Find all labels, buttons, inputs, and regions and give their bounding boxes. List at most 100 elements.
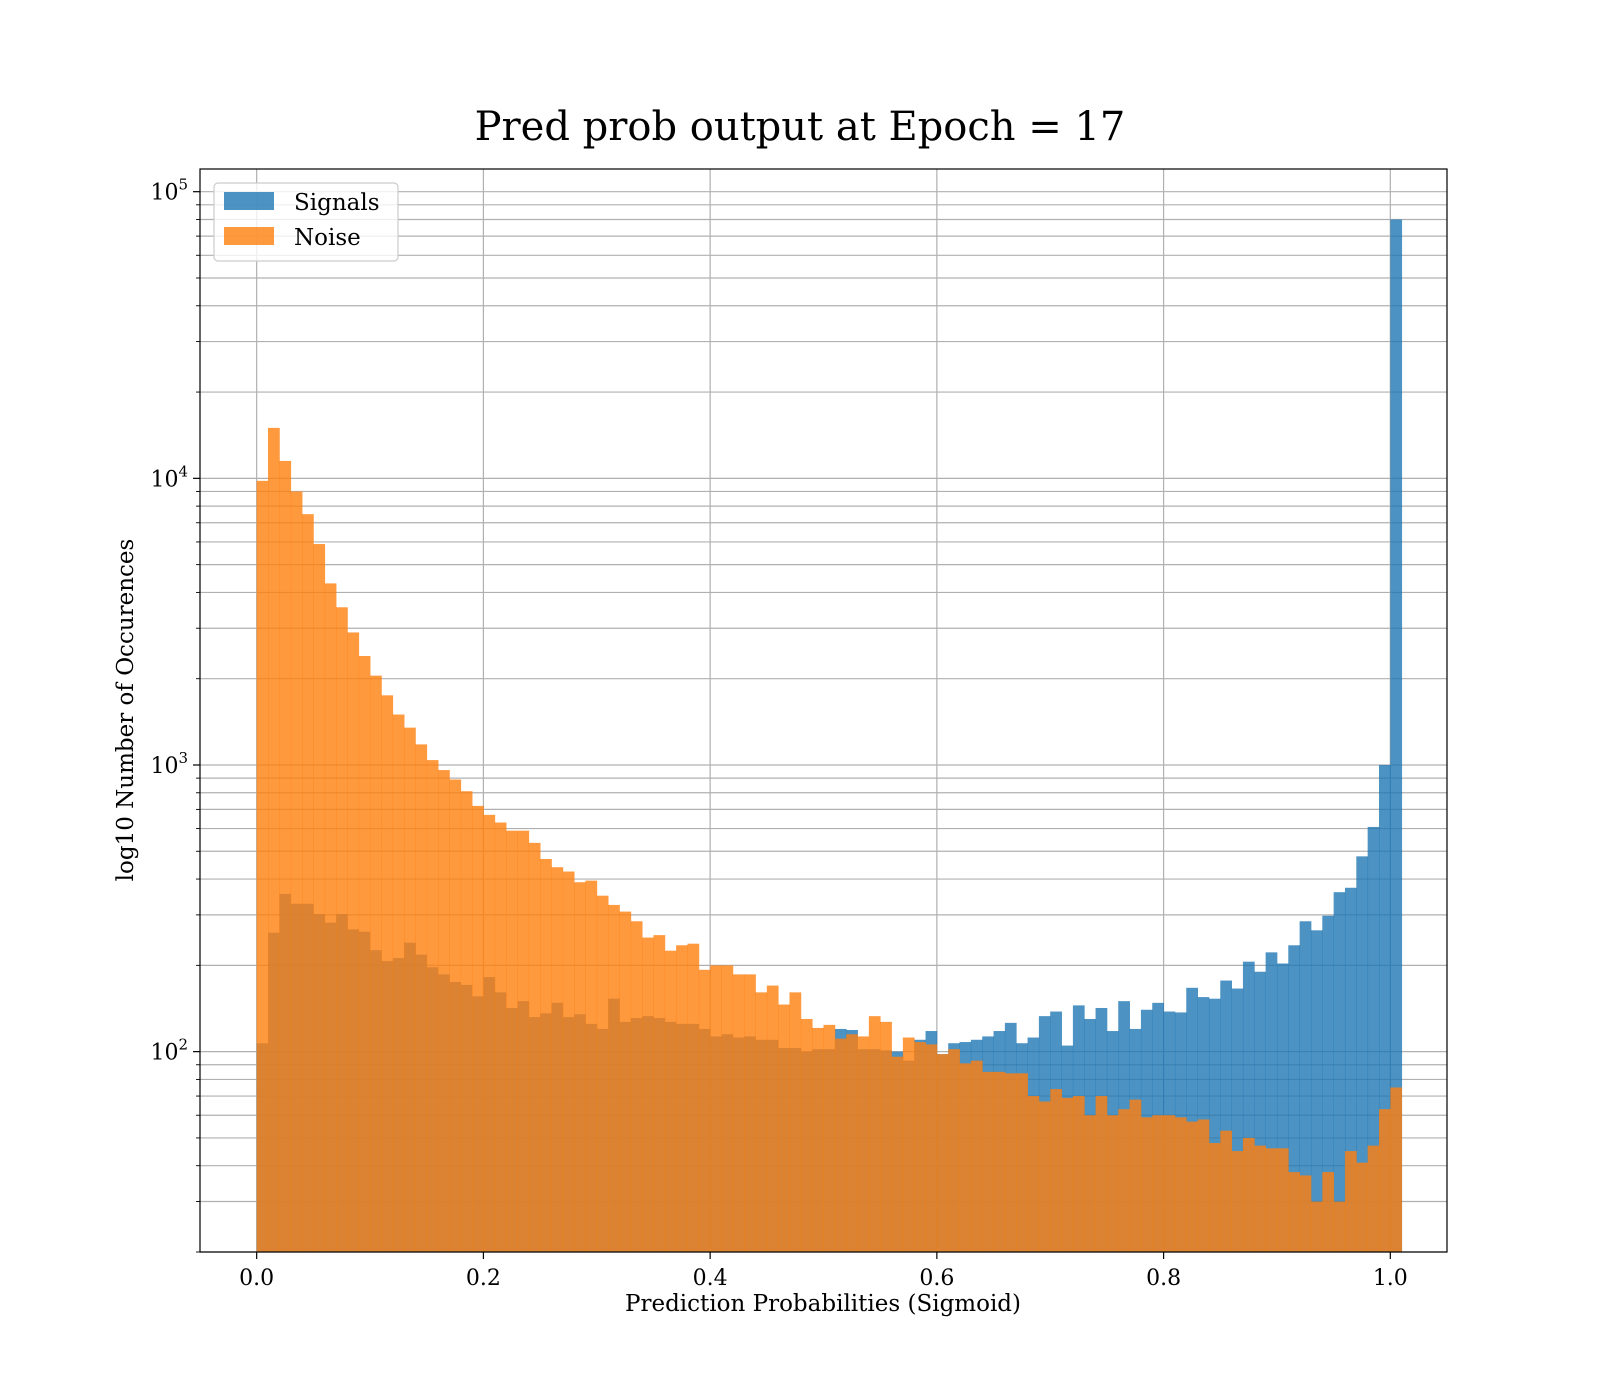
histogram-bar <box>789 992 802 1252</box>
histogram-bar <box>1016 1073 1028 1252</box>
histogram-bar <box>642 937 654 1252</box>
histogram-bar <box>1288 945 1301 1252</box>
x-tick-label: 0.6 <box>919 1266 954 1291</box>
histogram-bar <box>392 714 405 1252</box>
histogram-bar <box>540 858 552 1252</box>
histogram-bar <box>823 1024 836 1252</box>
histogram-bar <box>1038 1101 1051 1252</box>
histogram-bar <box>1027 1096 1040 1252</box>
histogram-bar <box>1004 1073 1017 1252</box>
histogram-bar <box>800 1018 813 1252</box>
plot-area-frame <box>199 168 1448 1253</box>
histogram-bar <box>1242 961 1255 1252</box>
histogram-bar <box>256 480 269 1252</box>
histogram-bar <box>1095 1096 1108 1252</box>
histogram-bar <box>506 830 518 1252</box>
histogram-bar <box>914 1042 926 1252</box>
histogram-bar <box>925 1044 938 1252</box>
histogram-bar <box>313 544 326 1252</box>
histogram-bar <box>846 1034 858 1252</box>
series-noise <box>256 427 1403 1253</box>
histogram-bar <box>1322 915 1335 1252</box>
legend: Signals Noise <box>213 182 399 262</box>
histogram-bar <box>744 974 756 1252</box>
y-tick-label: 104 <box>150 462 188 492</box>
histogram-bar <box>381 695 394 1252</box>
histogram-bar <box>1356 856 1369 1252</box>
histogram-bar <box>1152 1115 1164 1252</box>
histogram-bar <box>268 427 280 1253</box>
histogram-bar <box>1084 1115 1096 1252</box>
histogram-bar <box>1367 1145 1380 1252</box>
histogram-bar <box>676 945 688 1252</box>
histogram-bar <box>982 1071 994 1252</box>
histogram-bar <box>449 779 462 1252</box>
histogram-bar <box>1390 219 1403 1253</box>
histogram-bar <box>324 583 337 1252</box>
histogram-bar <box>551 867 564 1252</box>
histogram-bar <box>687 943 700 1252</box>
histogram-bar <box>1367 826 1380 1252</box>
histogram-bar <box>1356 1162 1369 1252</box>
histogram-bar <box>936 1054 949 1252</box>
histogram-bar <box>1265 1148 1278 1252</box>
y-tick-label: 105 <box>150 176 188 206</box>
histogram-bar <box>1174 1117 1187 1252</box>
x-tick-label: 0.0 <box>239 1266 274 1291</box>
y-tick-exponent: 5 <box>178 176 188 194</box>
histogram-bar <box>1186 1121 1198 1252</box>
histogram-bar <box>1310 1201 1323 1252</box>
y-tick-base: 10 <box>150 467 178 492</box>
chart-title: Pred prob output at Epoch = 17 <box>475 104 1126 150</box>
histogram-bar <box>1378 1109 1391 1252</box>
y-tick-exponent: 4 <box>178 462 188 480</box>
histogram-bar <box>1197 1119 1210 1252</box>
histogram-bar <box>1220 1130 1233 1252</box>
histogram-bar <box>1254 1145 1267 1252</box>
histogram-bar <box>868 1016 881 1252</box>
histogram-bars <box>256 219 1403 1253</box>
histogram-bar <box>438 770 450 1252</box>
histogram-bar <box>619 911 632 1252</box>
histogram-bar <box>1310 930 1323 1252</box>
histogram-bar <box>891 1056 904 1252</box>
x-tick-label: 0.4 <box>693 1266 728 1291</box>
histogram-bar <box>721 965 734 1252</box>
legend-label-signals: Signals <box>294 190 380 216</box>
histogram-bar <box>1129 1099 1142 1252</box>
histogram-bar <box>1390 1087 1403 1252</box>
histogram-bar <box>596 895 609 1252</box>
histogram-bar <box>1208 1143 1221 1252</box>
y-tick-label: 102 <box>150 1036 188 1066</box>
histogram-bar <box>494 822 507 1252</box>
y-tick-base: 10 <box>150 1041 178 1066</box>
histogram-bar <box>336 607 348 1252</box>
histogram-bar <box>1242 1137 1255 1252</box>
legend-swatch-signals <box>224 192 274 210</box>
histogram-bar <box>279 460 292 1252</box>
histogram-bar <box>698 969 711 1252</box>
histogram-bar <box>1276 1148 1289 1252</box>
histogram-bar <box>834 1038 847 1252</box>
histogram-bar <box>1106 1115 1119 1252</box>
histogram-bar <box>1231 988 1244 1252</box>
histogram-bar <box>970 1060 983 1252</box>
histogram-bar <box>347 632 360 1252</box>
histogram-bar <box>880 1021 892 1252</box>
histogram-bar <box>370 675 382 1252</box>
histogram-bar <box>1288 1172 1301 1252</box>
histogram-bar <box>404 727 416 1252</box>
histogram-bar <box>857 1036 870 1252</box>
histogram-bar <box>358 656 371 1252</box>
histogram-bar <box>902 1037 915 1252</box>
histogram-bar <box>562 871 575 1252</box>
histogram-bar <box>1072 1096 1085 1252</box>
histogram-bar <box>1322 1172 1335 1252</box>
histogram-bar <box>755 992 768 1252</box>
histogram-bar <box>1061 1097 1074 1252</box>
histogram-bar <box>574 882 586 1252</box>
y-tick-exponent: 3 <box>178 749 188 767</box>
histogram-bar <box>1118 1109 1130 1252</box>
